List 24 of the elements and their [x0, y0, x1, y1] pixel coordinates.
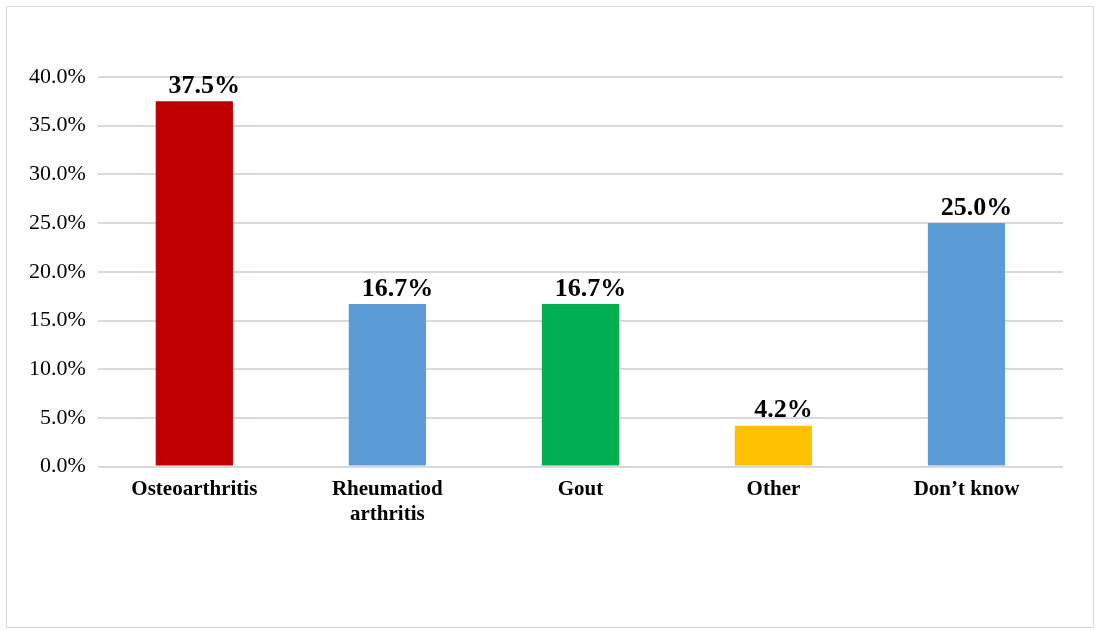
y-tick-label: 5.0%: [40, 403, 86, 429]
bar: [155, 101, 233, 466]
y-tick-label: 0.0%: [40, 452, 86, 478]
y-tick-label: 40.0%: [29, 62, 86, 88]
data-label: 37.5%: [168, 70, 241, 100]
y-tick-label: 30.0%: [29, 160, 86, 186]
y-tick-label: 25.0%: [29, 208, 86, 234]
y-tick-label: 15.0%: [29, 306, 86, 332]
x-tick-label: Osteoarthritis: [131, 475, 258, 500]
y-tick-label: 10.0%: [29, 354, 86, 380]
x-tick-label: Gout: [557, 475, 604, 500]
bar: [541, 303, 620, 466]
data-label: 25.0%: [940, 191, 1013, 221]
bar: [734, 425, 813, 466]
x-tick-label: Rheumatiod arthritis: [331, 475, 444, 525]
y-tick-label: 35.0%: [29, 111, 86, 137]
bar: [348, 303, 426, 466]
data-label: 4.2%: [754, 394, 813, 424]
x-tick-label: Don’t know: [913, 475, 1021, 500]
data-label: 16.7%: [361, 272, 434, 302]
bar: [927, 223, 1006, 466]
data-label: 16.7%: [554, 272, 627, 302]
x-tick-label: Other: [746, 475, 801, 500]
y-tick-label: 20.0%: [29, 257, 86, 283]
